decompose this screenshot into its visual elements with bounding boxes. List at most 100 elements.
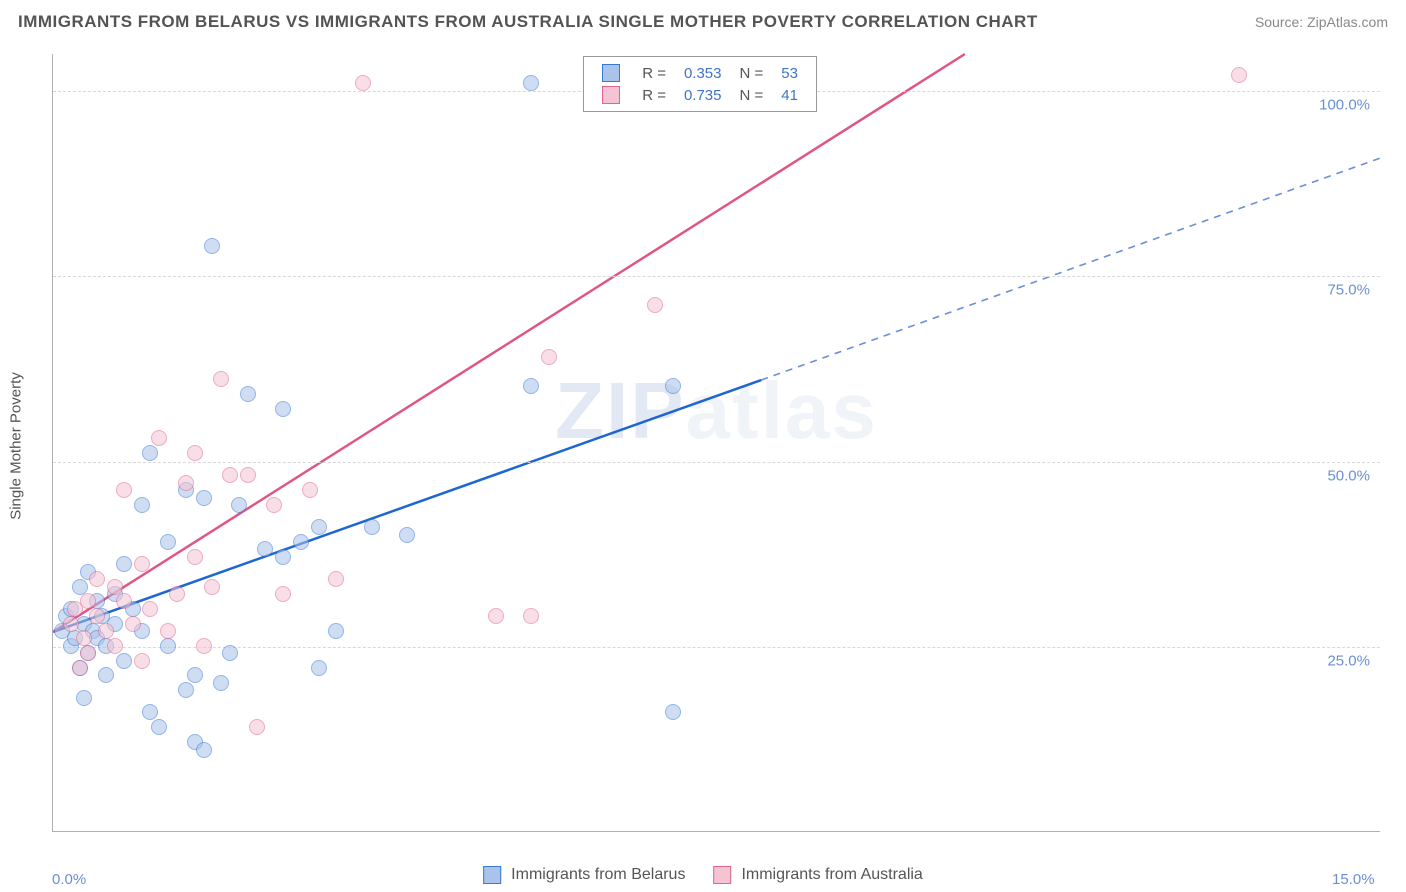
- data-point-belarus: [399, 527, 415, 543]
- data-point-australia: [355, 75, 371, 91]
- data-point-belarus: [72, 579, 88, 595]
- data-point-australia: [178, 475, 194, 491]
- data-point-belarus: [76, 690, 92, 706]
- data-point-belarus: [178, 682, 194, 698]
- data-point-australia: [76, 630, 92, 646]
- data-point-belarus: [328, 623, 344, 639]
- legend-swatch: [713, 866, 731, 884]
- data-point-australia: [89, 571, 105, 587]
- legend-swatch: [483, 866, 501, 884]
- regression-line-belarus: [53, 380, 761, 632]
- source-label: Source: ZipAtlas.com: [1255, 14, 1388, 30]
- data-point-belarus: [665, 704, 681, 720]
- data-point-australia: [160, 623, 176, 639]
- data-point-australia: [196, 638, 212, 654]
- y-tick-label: 25.0%: [1327, 652, 1370, 669]
- gridline: [53, 462, 1380, 463]
- data-point-australia: [275, 586, 291, 602]
- x-tick-label: 0.0%: [52, 871, 86, 888]
- data-point-australia: [302, 482, 318, 498]
- data-point-australia: [187, 445, 203, 461]
- data-point-belarus: [364, 519, 380, 535]
- data-point-belarus: [187, 667, 203, 683]
- data-point-australia: [1231, 67, 1247, 83]
- data-point-belarus: [275, 549, 291, 565]
- y-tick-label: 100.0%: [1319, 97, 1370, 114]
- n-value: 41: [773, 85, 806, 105]
- n-value: 53: [773, 63, 806, 83]
- data-point-australia: [107, 579, 123, 595]
- data-point-belarus: [151, 719, 167, 735]
- data-point-australia: [98, 623, 114, 639]
- r-label: R =: [634, 63, 674, 83]
- data-point-belarus: [523, 75, 539, 91]
- data-point-australia: [488, 608, 504, 624]
- legend-label: Immigrants from Australia: [741, 866, 922, 884]
- data-point-australia: [151, 430, 167, 446]
- data-point-australia: [63, 616, 79, 632]
- data-point-australia: [523, 608, 539, 624]
- data-point-australia: [72, 660, 88, 676]
- data-point-belarus: [231, 497, 247, 513]
- watermark: ZIPatlas: [555, 365, 878, 457]
- regression-line-australia: [53, 54, 965, 632]
- regression-extrapolation-belarus: [761, 158, 1381, 380]
- data-point-belarus: [142, 704, 158, 720]
- data-point-belarus: [213, 675, 229, 691]
- data-point-australia: [80, 593, 96, 609]
- data-point-belarus: [98, 667, 114, 683]
- data-point-belarus: [311, 519, 327, 535]
- correlation-legend: R =0.353N =53R =0.735N =41: [583, 56, 817, 112]
- data-point-australia: [266, 497, 282, 513]
- legend-label: Immigrants from Belarus: [511, 866, 685, 884]
- data-point-belarus: [134, 497, 150, 513]
- data-point-australia: [240, 467, 256, 483]
- r-value: 0.735: [676, 85, 730, 105]
- data-point-australia: [647, 297, 663, 313]
- data-point-australia: [541, 349, 557, 365]
- legend-item: Immigrants from Belarus: [483, 866, 685, 884]
- data-point-australia: [249, 719, 265, 735]
- r-label: R =: [634, 85, 674, 105]
- data-point-australia: [116, 593, 132, 609]
- chart-plot-area: ZIPatlas 25.0% 50.0% 75.0% 100.0%: [52, 54, 1380, 832]
- chart-header: IMMIGRANTS FROM BELARUS VS IMMIGRANTS FR…: [18, 12, 1388, 32]
- data-point-australia: [125, 616, 141, 632]
- r-value: 0.353: [676, 63, 730, 83]
- data-point-belarus: [160, 638, 176, 654]
- n-label: N =: [732, 85, 772, 105]
- data-point-australia: [80, 645, 96, 661]
- data-point-belarus: [160, 534, 176, 550]
- data-point-belarus: [116, 653, 132, 669]
- legend-swatch: [602, 86, 620, 104]
- data-point-australia: [213, 371, 229, 387]
- legend-item: Immigrants from Australia: [713, 866, 922, 884]
- regression-lines-layer: [53, 54, 1380, 831]
- x-tick-label: 15.0%: [1332, 871, 1375, 888]
- data-point-belarus: [665, 378, 681, 394]
- gridline: [53, 647, 1380, 648]
- data-point-belarus: [116, 556, 132, 572]
- data-point-belarus: [257, 541, 273, 557]
- data-point-belarus: [293, 534, 309, 550]
- data-point-belarus: [204, 238, 220, 254]
- y-tick-label: 50.0%: [1327, 467, 1370, 484]
- data-point-australia: [187, 549, 203, 565]
- data-point-australia: [222, 467, 238, 483]
- y-axis-title: Single Mother Poverty: [8, 372, 25, 520]
- y-tick-label: 75.0%: [1327, 282, 1370, 299]
- data-point-belarus: [196, 742, 212, 758]
- data-point-belarus: [275, 401, 291, 417]
- chart-title: IMMIGRANTS FROM BELARUS VS IMMIGRANTS FR…: [18, 12, 1038, 32]
- data-point-australia: [89, 608, 105, 624]
- data-point-belarus: [222, 645, 238, 661]
- data-point-belarus: [523, 378, 539, 394]
- data-point-australia: [169, 586, 185, 602]
- data-point-australia: [204, 579, 220, 595]
- data-point-belarus: [311, 660, 327, 676]
- legend-swatch: [602, 64, 620, 82]
- data-point-australia: [134, 556, 150, 572]
- data-point-australia: [142, 601, 158, 617]
- data-point-australia: [107, 638, 123, 654]
- data-point-belarus: [240, 386, 256, 402]
